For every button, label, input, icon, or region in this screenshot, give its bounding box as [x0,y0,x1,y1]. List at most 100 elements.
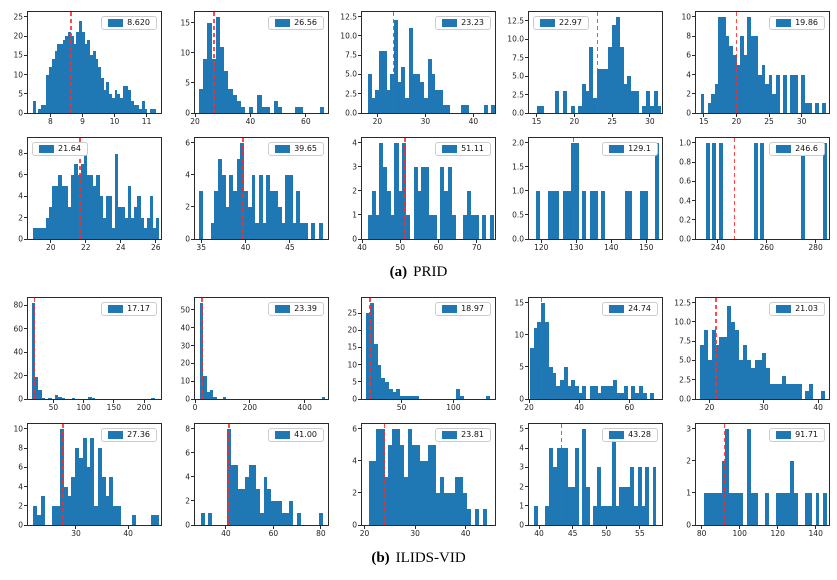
histogram-bar [732,492,737,525]
x-tick-mark [245,239,247,243]
histogram-bar [259,174,263,239]
caption-a-title: PRID [413,264,448,280]
y-tick-mark [191,500,195,502]
y-tick-mark [525,190,529,192]
y-tick-mark [692,340,696,342]
x-tick-label: 100 [76,403,91,412]
legend-box: 27.36 [101,428,157,442]
y-tick-mark [692,460,696,462]
x-tick-label: 50 [48,403,59,412]
legend-box: 24.74 [602,302,658,316]
histogram-bar [321,397,326,399]
y-tick-label: 40 [180,323,190,333]
x-tick-label: 24 [115,243,126,252]
histogram-subplot-7: 39.65 0 2 4 6 35 40 45 [167,130,334,256]
y-tick-label: 4 [185,170,190,180]
y-tick-mark [358,93,362,95]
y-tick-label: 10.0 [674,317,691,327]
x-tick-mark [528,399,530,403]
y-tick-label: 0 [18,520,23,530]
histogram-bar [597,68,601,113]
y-tick-mark [525,112,529,114]
histogram-bar [261,107,266,113]
y-tick-label: 10 [13,70,23,80]
histogram-bar [42,228,47,239]
histogram-bar [715,345,720,399]
histogram-bar [143,228,147,239]
plot-area: 19.86 0 2 4 6 8 10 15 20 25 30 [681,11,830,126]
histogram-bar [728,492,733,525]
x-tick-mark [127,525,129,529]
x-tick-mark [735,113,737,117]
y-tick-mark [358,428,362,430]
x-tick-label: 80 [696,529,707,538]
histogram-bar [589,190,594,239]
x-tick-mark [399,239,401,243]
histogram-bar [114,89,118,113]
y-tick-mark [358,312,362,314]
histogram-bar [397,82,402,113]
histogram-bar [379,142,384,239]
x-tick-mark [361,239,363,243]
y-tick-label: 0 [352,520,357,530]
x-tick-label: 30 [71,529,81,538]
legend-swatch-icon [609,145,625,153]
x-tick-label: 20 [190,117,200,126]
histogram-bar [128,89,132,113]
histogram-bar [270,190,275,239]
legend-swatch-icon [275,19,291,27]
histogram-bar [210,222,215,239]
y-tick-mark [191,345,195,347]
histogram-bar [94,505,99,525]
histogram-bar [241,488,246,525]
histogram-bar [404,476,409,525]
legend-swatch-icon [442,145,458,153]
mean-dashed-line [33,298,35,399]
histogram-bar [562,190,567,239]
x-tick-mark [476,239,478,243]
histogram-bar [570,142,575,239]
y-tick-mark [24,195,28,197]
histogram-bar [474,214,479,239]
x-tick-label: 20 [704,403,715,412]
y-tick-mark [525,428,529,430]
histogram-bar [432,214,437,239]
histogram-bar [151,515,156,525]
histogram-bar [736,492,740,525]
mean-dashed-line [228,424,230,525]
x-tick-mark [81,113,83,117]
histogram-bar [555,90,560,113]
x-tick-mark [610,239,612,243]
y-tick-mark [358,398,362,400]
y-tick-mark [525,334,529,336]
x-tick-label: 26 [150,243,161,252]
histogram-bar [628,190,633,239]
histogram-bar [820,391,826,399]
plot-area: 23.23 0.0 2.5 5.0 7.5 10.0 12.5 20 30 40 [340,11,496,126]
y-tick-mark [692,238,696,240]
plot-area: 51.11 0 1 2 3 4 40 50 60 70 [352,137,496,252]
x-tick-mark [628,399,630,403]
x-tick-label: 8 [48,117,53,126]
histogram-bar [134,206,138,239]
histogram-bar [229,174,234,239]
y-tick-label: 4 [686,70,691,80]
legend-value: 21.03 [795,304,818,313]
histogram-bar [566,190,571,239]
histogram-bar [563,366,568,399]
histogram-bar [440,166,445,239]
y-tick-mark [525,524,529,526]
histogram-bar [593,190,598,239]
histogram-bar [623,486,627,525]
x-tick-label: 30 [420,117,431,126]
mean-dashed-line [735,12,737,113]
y-tick-label: 0.0 [345,108,357,118]
histogram-bar [451,492,456,525]
x-tick-mark [114,113,116,117]
y-tick-label: 0.0 [512,108,524,118]
histogram-bar [33,228,37,239]
x-tick-label: 0 [192,403,198,412]
mean-dashed-line [596,12,599,113]
y-tick-label: 4 [18,482,23,492]
